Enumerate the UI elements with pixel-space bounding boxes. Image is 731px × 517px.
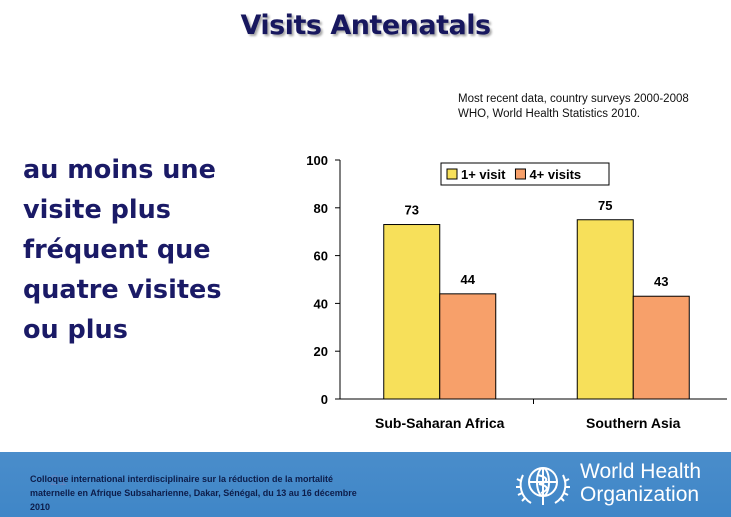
y-tick-label: 80: [314, 201, 328, 216]
legend-label: 1+ visit: [461, 167, 506, 182]
data-label: 44: [461, 272, 476, 287]
who-name-line-1: World Health: [580, 460, 701, 483]
y-tick-label: 100: [306, 153, 328, 168]
legend-label: 4+ visits: [529, 167, 581, 182]
data-label: 43: [654, 274, 668, 289]
bullet-text: au moins une visite plus fréquent que qu…: [23, 150, 273, 350]
data-label: 73: [405, 203, 419, 218]
bullet-line-2: visite plus: [23, 195, 171, 225]
who-wordmark: World Health Organization: [580, 460, 701, 506]
bullet-line-5: ou plus: [23, 315, 128, 345]
bar: [439, 293, 497, 400]
slide-title: Visits Antenatals: [240, 10, 491, 41]
page-number: 21: [50, 472, 67, 489]
legend-swatch: [514, 168, 526, 180]
bullet-line-1: au moins une: [23, 155, 216, 185]
y-tick-label: 60: [314, 249, 328, 264]
bar: [576, 219, 634, 400]
bullet-line-4: quatre visites: [23, 275, 222, 305]
source-line-2: WHO, World Health Statistics 2010.: [458, 108, 640, 120]
y-tick-label: 0: [321, 392, 328, 407]
bar-chart: 0 20 40 60 80 100 73 44 Sub-Saharan Africa 75 43 So…: [306, 153, 727, 431]
source-note: Most recent data, country surveys 2000-2…: [458, 92, 720, 122]
who-name-line-2: Organization: [580, 483, 700, 506]
data-label: 75: [598, 198, 612, 213]
category-label: Sub-Saharan Africa: [375, 415, 505, 431]
bar: [632, 295, 690, 400]
legend-swatch: [446, 168, 458, 180]
who-emblem-icon: [516, 467, 570, 505]
y-tick-label: 20: [314, 344, 328, 359]
footer-bar: 21 Colloque international interdisciplin…: [0, 452, 731, 517]
bullet-line-3: fréquent que: [23, 235, 211, 265]
source-line-1: Most recent data, country surveys 2000-2…: [458, 93, 689, 105]
bar: [383, 224, 441, 400]
footer-conference-text: Colloque international interdisciplinair…: [30, 474, 357, 512]
y-tick-label: 40: [314, 296, 328, 311]
category-label: Southern Asia: [586, 415, 681, 431]
